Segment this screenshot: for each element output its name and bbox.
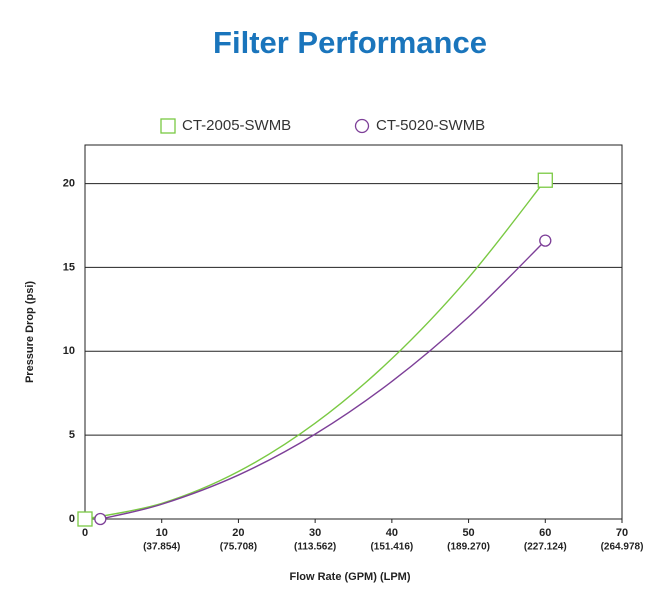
marker [537,172,553,188]
y-tick-label: 20 [63,177,75,189]
plot-frame [84,144,623,520]
y-axis-label: Pressure Drop (psi) [24,281,36,383]
marker [77,511,93,527]
x-tick-sublabel: (227.124) [524,542,567,553]
x-tick-label: 60 [539,527,551,539]
marker [539,234,552,247]
x-tick-label: 10 [156,527,168,539]
x-tick-sublabel: (75.708) [220,542,257,553]
y-tick-label: 15 [63,261,75,273]
x-tick-sublabel: (37.854) [143,542,180,553]
legend-marker [160,118,176,134]
chart-title: Filter Performance [213,25,487,60]
x-tick-sublabel: (264.978) [601,542,644,553]
x-tick-label: 20 [232,527,244,539]
legend-label: CT-2005-SWMB [182,117,291,134]
marker [94,512,107,526]
series-line [100,240,546,520]
x-tick-label: 40 [386,527,398,539]
x-tick-label: 0 [82,527,88,539]
legend-marker [354,118,370,134]
y-tick-label: 5 [69,429,75,441]
x-tick-label: 70 [616,527,628,539]
x-axis-label: Flow Rate (GPM) (LPM) [290,571,411,583]
series-line [84,179,546,520]
x-tick-sublabel: (113.562) [294,542,336,553]
x-tick-sublabel: (189.270) [447,542,490,553]
legend-label: CT-5020-SWMB [376,117,485,134]
x-tick-label: 50 [462,527,474,539]
x-tick-sublabel: (151.416) [370,542,413,553]
y-tick-label: 0 [69,513,75,525]
x-tick-label: 30 [309,527,321,539]
y-tick-label: 10 [63,345,75,357]
